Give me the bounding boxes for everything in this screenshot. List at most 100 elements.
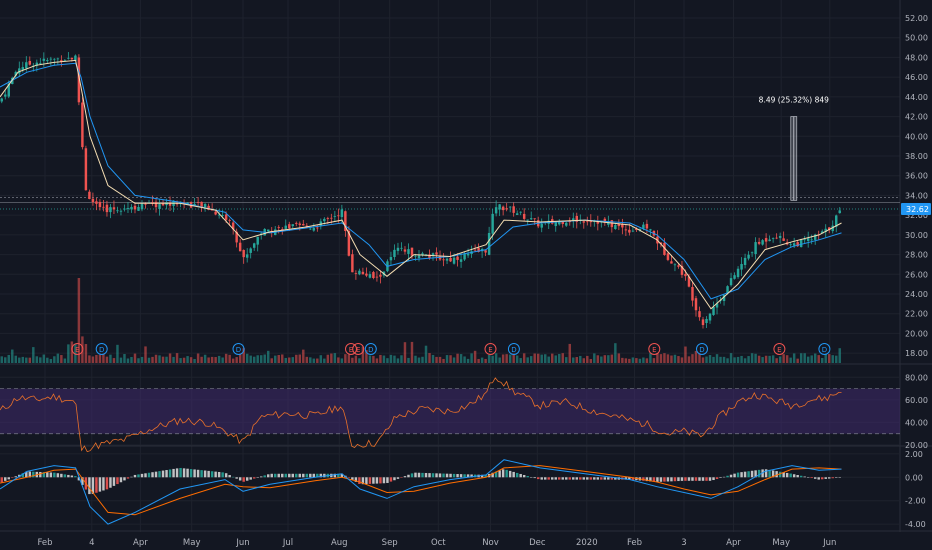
volume-bar [319, 355, 323, 363]
volume-bar [407, 357, 410, 363]
event-marker-label: D [368, 346, 373, 354]
volume-bar [224, 353, 228, 363]
macd-histogram-bar [133, 474, 137, 478]
volume-bar [445, 355, 449, 363]
volume-bar [491, 355, 494, 363]
macd-histogram-bar [743, 471, 747, 478]
volume-bar [337, 357, 340, 363]
macd-histogram-bar [288, 473, 291, 478]
candle [35, 62, 39, 66]
candle [705, 318, 708, 324]
candle [645, 223, 649, 229]
candle [400, 247, 403, 249]
candle [109, 207, 112, 213]
candle [494, 207, 498, 214]
price-panel[interactable] [0, 52, 900, 329]
candle [726, 286, 729, 294]
macd-histogram-bar [81, 477, 84, 485]
volume-bar [217, 355, 221, 363]
candle [309, 228, 312, 230]
volume-bar [182, 357, 186, 363]
event-marker-circle [773, 343, 786, 355]
price-tick-label: 26.00 [905, 270, 928, 279]
time-axis[interactable]: Feb 4 Apr May Jun Jul Aug Sep Oct Nov Dec 2020 Feb 3 A… [37, 538, 836, 548]
macd-histogram-bar [365, 477, 368, 485]
event-marker-circle [818, 343, 831, 355]
candle [582, 221, 586, 223]
candle [361, 271, 365, 275]
macd-panel[interactable] [0, 459, 842, 525]
volume-bar [487, 354, 491, 363]
volume-bar [277, 355, 280, 363]
volume-bar [533, 353, 536, 363]
volume-bar [119, 357, 123, 363]
volume-bar [11, 349, 14, 363]
event-marker-label: D [822, 346, 827, 354]
macd-histogram-bar [60, 473, 63, 478]
volume-bar [715, 354, 719, 363]
volume-bar [529, 356, 533, 363]
event-marker-circle [345, 343, 357, 355]
candle [347, 230, 351, 256]
volume-bar [656, 353, 659, 363]
macd-histogram-bar [677, 477, 680, 482]
candle [354, 273, 358, 274]
macd-histogram-bar [389, 477, 393, 482]
macd-histogram-bar [74, 476, 77, 478]
macd-histogram-bar [238, 477, 242, 481]
time-tick-label: Nov [482, 538, 499, 548]
macd-histogram-bar [687, 477, 691, 481]
last-price-badge-text: 32.62 [906, 205, 929, 214]
volume-bar [421, 356, 424, 363]
candle [666, 253, 670, 260]
candle [835, 215, 838, 227]
candle [81, 102, 84, 148]
macd-histogram-bar [88, 477, 91, 495]
candle [203, 203, 207, 208]
candle [631, 230, 635, 232]
volume-bar [186, 356, 189, 363]
volume-bar [295, 354, 298, 363]
volume-bar [274, 355, 277, 363]
event-marker: E [352, 343, 365, 355]
volume-bar [379, 354, 382, 363]
candle [4, 94, 7, 97]
candle [130, 206, 133, 210]
candle [112, 207, 116, 210]
event-marker-label: E [777, 346, 781, 354]
candle [810, 239, 813, 241]
candle [214, 211, 217, 215]
volume-bar [621, 357, 624, 363]
candle [410, 247, 414, 256]
candle [670, 261, 673, 264]
macd-histogram-bar [698, 477, 701, 481]
macd-histogram-bar [53, 472, 56, 478]
candle [154, 201, 158, 208]
macd-histogram-bar [736, 472, 740, 478]
macd-line [0, 459, 842, 525]
macd-histogram-bar [666, 477, 670, 482]
candle [95, 201, 98, 204]
candle [452, 257, 456, 264]
candle [140, 203, 144, 210]
volume-bar [53, 356, 56, 363]
candle [235, 231, 238, 243]
candle [614, 225, 617, 229]
measure-overlay: 8.49 (25.32%) 849 [759, 96, 829, 201]
macd-histogram-bar [435, 473, 438, 478]
volume-bar [428, 353, 431, 363]
rsi-panel[interactable] [0, 377, 900, 453]
event-marker-circle [364, 343, 377, 355]
time-tick-label: Feb [627, 538, 642, 548]
volume-bar [543, 354, 547, 363]
price-axis[interactable]: 52.00 50.00 48.00 46.00 44.00 42.00 40.00 38.00… [901, 14, 931, 529]
volume-bar [424, 345, 428, 363]
macd-histogram-bar [130, 476, 133, 478]
candle [42, 58, 46, 61]
macd-histogram-bar [529, 477, 533, 478]
candle [60, 60, 63, 62]
price-tick-label: 52.00 [905, 14, 928, 23]
volume-bar [638, 358, 642, 363]
candle [316, 227, 319, 229]
